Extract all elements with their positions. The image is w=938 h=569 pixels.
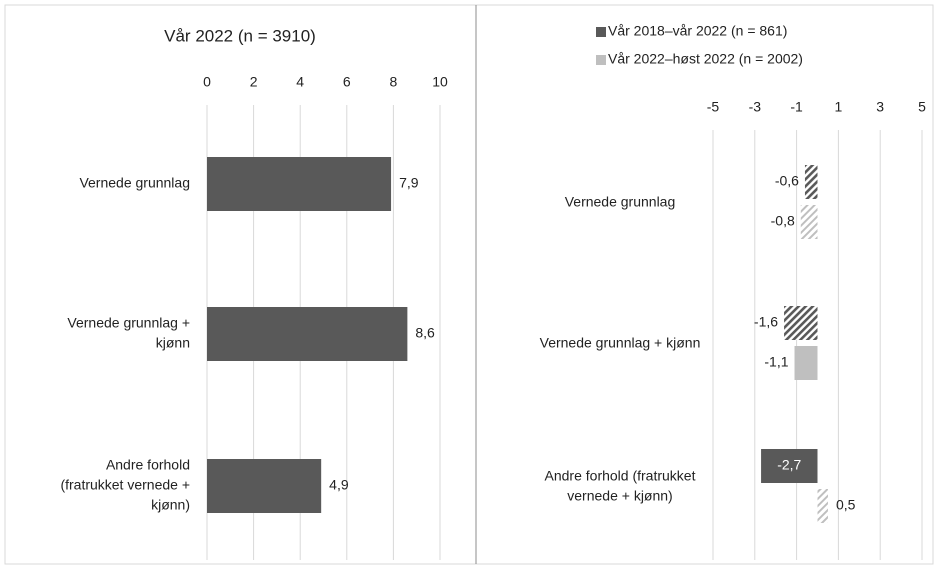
category-label: vernede + kjønn) — [567, 488, 672, 504]
bar — [207, 459, 322, 513]
x-tick-label: 0 — [203, 74, 211, 90]
value-label: 7,9 — [399, 175, 419, 191]
x-tick-label: 10 — [432, 74, 448, 90]
category-label: (fratrukket vernede + — [60, 477, 190, 493]
legend-swatch — [596, 27, 606, 37]
frame — [4, 4, 934, 565]
x-tick-label: -3 — [749, 99, 762, 115]
bar — [804, 165, 818, 199]
value-label: -1,1 — [764, 354, 788, 370]
value-label: -1,6 — [754, 314, 778, 330]
x-tick-label: 8 — [390, 74, 398, 90]
bar — [800, 205, 818, 239]
bar — [207, 157, 392, 211]
x-tick-label: 4 — [296, 74, 304, 90]
x-tick-label: 3 — [876, 99, 884, 115]
legend-label: Vår 2022–høst 2022 (n = 2002) — [608, 51, 803, 67]
value-label: -0,8 — [771, 213, 795, 229]
bar — [794, 346, 818, 380]
bar — [784, 306, 818, 340]
x-tick-label: 6 — [343, 74, 351, 90]
x-tick-label: 1 — [835, 99, 843, 115]
bar — [207, 307, 408, 361]
x-tick-label: -1 — [790, 99, 803, 115]
x-tick-label: 2 — [250, 74, 258, 90]
legend-swatch — [596, 55, 606, 65]
category-label: kjønn — [156, 335, 190, 351]
value-label: 4,9 — [329, 477, 349, 493]
category-label: Vernede grunnlag + — [67, 315, 190, 331]
x-tick-label: 5 — [918, 99, 926, 115]
value-label: 0,5 — [836, 497, 856, 513]
value-label: -0,6 — [775, 173, 799, 189]
category-label: Vernede grunnlag — [79, 175, 190, 191]
category-label: Vernede grunnlag + kjønn — [540, 335, 701, 351]
bar — [761, 449, 818, 483]
category-label: Vernede grunnlag — [565, 194, 676, 210]
value-label: -2,7 — [777, 457, 801, 473]
legend-label: Vår 2018–vår 2022 (n = 861) — [608, 23, 787, 39]
bar — [817, 489, 828, 523]
category-label: kjønn) — [151, 497, 190, 513]
category-label: Andre forhold (fratrukket — [545, 468, 696, 484]
chart-title: Vår 2022 (n = 3910) — [164, 26, 316, 45]
x-tick-label: -5 — [707, 99, 720, 115]
value-label: 8,6 — [415, 325, 435, 341]
category-label: Andre forhold — [106, 457, 190, 473]
